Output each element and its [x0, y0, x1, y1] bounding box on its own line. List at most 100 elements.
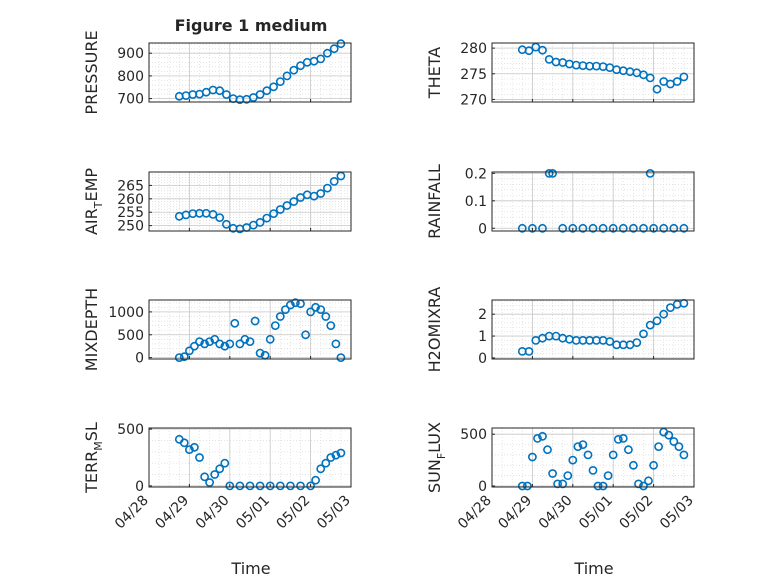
plot-area	[492, 43, 694, 102]
data-point	[265, 481, 275, 491]
y-tick-label: 0	[478, 221, 487, 237]
data-point	[210, 470, 220, 479]
data-point	[245, 337, 255, 346]
x-tick-label: 04/29	[152, 493, 192, 533]
x-tick-label: 05/01	[576, 493, 616, 533]
data-point	[679, 450, 689, 460]
y-tick-label: 500	[117, 328, 144, 344]
y-axis-label: MIXDEPTH	[82, 288, 101, 371]
data-point	[639, 329, 648, 339]
y-tick-label: 1	[478, 329, 487, 345]
x-tick-label: 04/30	[536, 493, 576, 533]
data-point	[578, 440, 588, 449]
data-point	[608, 450, 618, 460]
y-axis-label: H2OMIXRA	[425, 287, 444, 373]
data-point	[624, 445, 633, 455]
data-point	[179, 352, 189, 362]
y-tick-label: 260	[117, 192, 144, 208]
data-point	[659, 309, 669, 319]
data-point	[329, 44, 339, 54]
y-tick-label: 800	[117, 69, 144, 85]
data-point	[632, 338, 642, 347]
data-point	[583, 450, 593, 460]
data-point	[275, 481, 285, 491]
data-point	[215, 86, 225, 96]
data-point	[588, 223, 598, 233]
data-point	[184, 346, 194, 356]
data-point	[311, 302, 320, 312]
data-point	[220, 341, 230, 351]
data-point	[548, 168, 557, 178]
data-point	[306, 307, 315, 317]
data-point	[200, 472, 209, 482]
data-point	[645, 168, 655, 178]
y-tick-label: 275	[460, 67, 487, 83]
data-point	[331, 450, 341, 460]
y-tick-label: 1000	[108, 305, 144, 321]
x-tick-label: 04/28	[112, 493, 152, 533]
data-series	[517, 168, 689, 233]
axes-box	[148, 427, 352, 488]
data-point	[652, 316, 662, 326]
data-point	[618, 223, 628, 233]
axes-box	[148, 42, 352, 103]
axes-box	[491, 171, 695, 232]
subplot-sun-flux: 0 500 04/28 04/29 04/30 05/01 05/02 05/03 SUNFLU…	[425, 422, 697, 532]
axes-box	[148, 171, 352, 232]
data-point	[289, 197, 299, 206]
data-point	[230, 318, 240, 328]
data-point	[269, 82, 278, 92]
data-point	[538, 45, 547, 55]
data-point	[563, 471, 573, 480]
data-point	[558, 223, 568, 233]
data-point	[613, 434, 623, 444]
data-point	[316, 464, 326, 474]
data-point	[538, 431, 547, 441]
data-point	[517, 223, 527, 233]
data-point	[285, 481, 295, 491]
data-point	[629, 223, 638, 233]
data-point	[290, 298, 300, 308]
data-point	[524, 346, 534, 356]
data-point	[240, 334, 250, 344]
data-point	[184, 445, 194, 454]
x-tick-label: 05/03	[314, 493, 354, 533]
data-point	[336, 448, 346, 458]
subplot-terr-msl: 0 500 04/28 04/29 04/30 05/01 05/02 05/03 TERRMS…	[82, 422, 354, 532]
data-point	[528, 452, 537, 462]
data-point	[321, 458, 331, 468]
data-point	[578, 223, 588, 233]
data-point	[649, 460, 658, 470]
data-point	[311, 475, 320, 485]
data-point	[221, 90, 231, 99]
x-tick-label: 04/29	[495, 493, 535, 533]
data-series	[174, 434, 346, 491]
data-point	[679, 223, 689, 233]
data-point	[666, 303, 675, 312]
plot-area	[492, 300, 694, 359]
data-point	[225, 339, 235, 349]
data-point	[664, 430, 674, 440]
y-tick-label: 0	[135, 351, 144, 367]
data-point	[275, 77, 285, 86]
data-point	[215, 464, 225, 474]
data-point	[316, 305, 326, 314]
data-point	[205, 337, 214, 346]
data-point	[270, 321, 280, 330]
data-series	[174, 39, 346, 105]
data-point	[316, 189, 326, 198]
data-point	[322, 48, 332, 58]
data-point	[336, 39, 346, 49]
x-tick-label: 05/02	[617, 493, 657, 533]
data-point	[208, 209, 218, 219]
data-point	[269, 209, 278, 218]
y-axis-label: THETA	[425, 47, 444, 99]
data-series	[517, 42, 689, 94]
plot-area	[149, 300, 351, 359]
data-point	[568, 223, 578, 233]
data-point	[659, 223, 669, 233]
data-point	[548, 469, 557, 478]
data-point	[250, 316, 260, 326]
